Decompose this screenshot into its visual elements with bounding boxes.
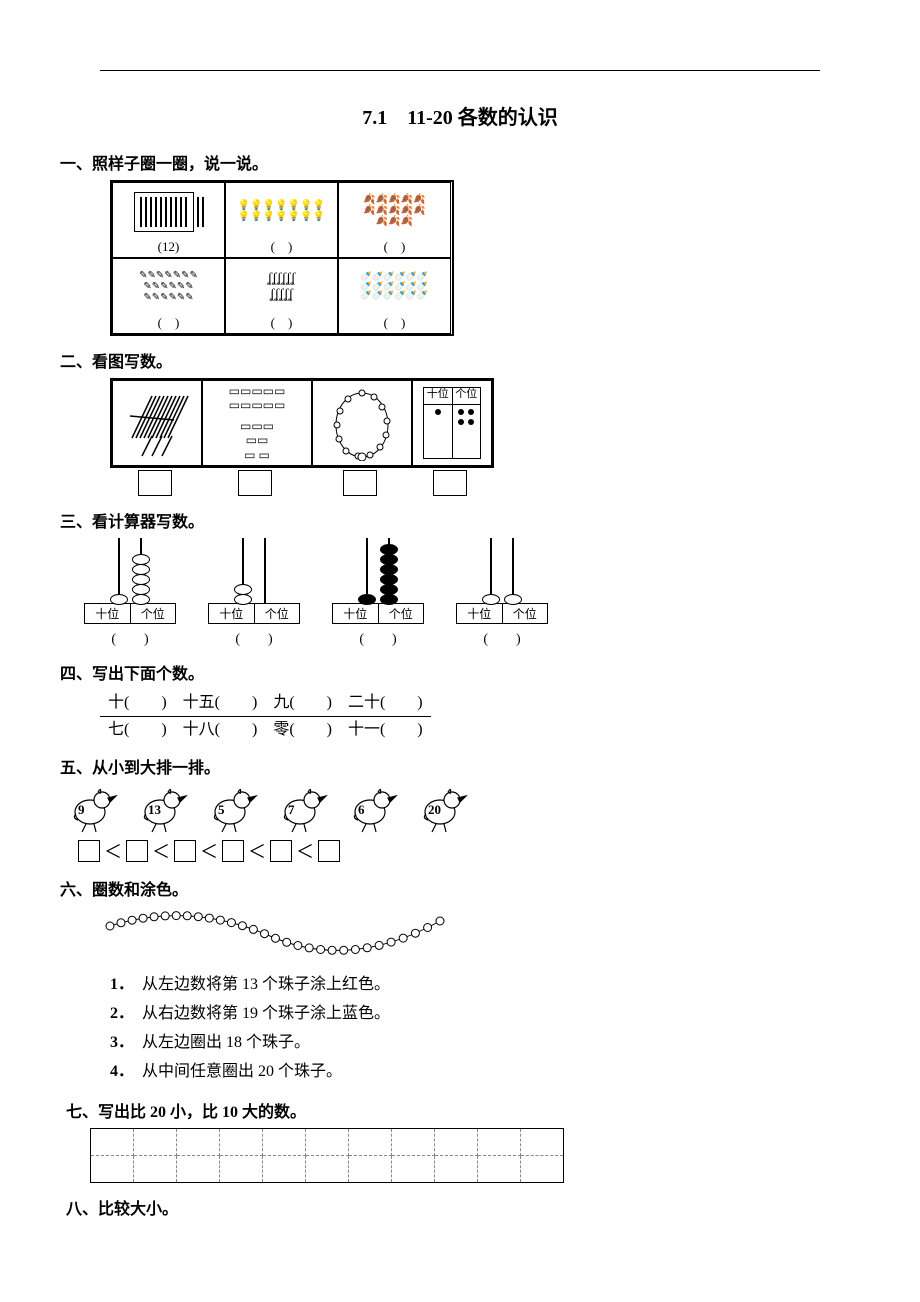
s3-wrap: 十位个位( )十位个位( )十位个位( )十位个位( ) [80, 538, 860, 648]
sort-box-4[interactable] [270, 840, 292, 862]
s1-label-3: ( ) [158, 312, 180, 331]
top-rule [100, 70, 820, 71]
s2-placevalue: 十位 个位 [412, 380, 492, 466]
lt-sign: ＜ [152, 838, 170, 864]
lt-sign: ＜ [296, 838, 314, 864]
s1-label-2: ( ) [384, 236, 406, 255]
sort-box-2[interactable] [174, 840, 196, 862]
lt-sign: ＜ [200, 838, 218, 864]
s8-title: 八、比较大小。 [66, 1195, 860, 1219]
sort-box-5[interactable] [318, 840, 340, 862]
sort-box-1[interactable] [126, 840, 148, 862]
s6-item-3: 4．从中间任意圈出 20 个珠子。 [110, 1058, 860, 1087]
abacus-3: 十位个位( ) [452, 538, 552, 648]
beadstring [100, 906, 860, 961]
lt-sign: ＜ [248, 838, 266, 864]
s2-ans-3[interactable] [433, 470, 467, 496]
s1-cell-0: (12) [112, 182, 225, 258]
s6-list: 1．从左边数将第 13 个珠子涂上红色。2．从右边数将第 19 个珠子涂上蓝色。… [110, 971, 860, 1086]
abacus-ans-2[interactable]: ( ) [359, 628, 396, 648]
page-title: 7.1 11-20 各数的认识 [60, 101, 860, 130]
s1-cell-1: 💡💡💡💡💡💡💡💡💡💡💡💡💡💡 ( ) [225, 182, 338, 258]
beadstring-icon [100, 906, 460, 956]
s1-cell-4: ʆʆʆʆʆʆʆʆʆʆʆ ( ) [225, 258, 338, 334]
chick-0: 9 [68, 784, 118, 834]
s6-item-1: 2．从右边数将第 19 个珠子涂上蓝色。 [110, 1000, 860, 1029]
sticks-icon [122, 388, 192, 458]
pv-ones-col [453, 405, 481, 458]
s7-grid [90, 1128, 860, 1183]
s4-title: 四、写出下面个数。 [60, 660, 860, 684]
chick-2: 5 [208, 784, 258, 834]
chick-1: 13 [138, 784, 188, 834]
sort-box-3[interactable] [222, 840, 244, 862]
abacus-ans-3[interactable]: ( ) [483, 628, 520, 648]
chick-3: 7 [278, 784, 328, 834]
leaves-icon: 🍂🍂🍂🍂🍂🍂🍂🍂🍂🍂🍂🍂🍂 [363, 185, 425, 236]
s6-item-0: 1．从左边数将第 13 个珠子涂上红色。 [110, 971, 860, 1000]
bulbs-icon: 💡💡💡💡💡💡💡💡💡💡💡💡💡💡 [238, 185, 325, 236]
s5-wrap: 9 13 576 20 ＜ ＜ ＜ ＜ ＜ [68, 784, 860, 864]
s2-boxes: ▭▭▭▭▭▭▭▭▭▭ ▭▭▭▭▭▭ ▭ [202, 380, 312, 466]
abacus-0: 十位个位( ) [80, 538, 180, 648]
s1-grid: (12) 💡💡💡💡💡💡💡💡💡💡💡💡💡💡 ( ) 🍂🍂🍂🍂🍂🍂🍂🍂🍂🍂🍂🍂🍂 ( … [110, 180, 454, 336]
s1-cell-3: ✎✎✎✎✎✎✎✎✎✎✎✎✎✎✎✎✎✎✎ ( ) [112, 258, 225, 334]
s2-necklace [312, 380, 412, 466]
pv-tens-col [424, 405, 453, 458]
chick-4: 6 [348, 784, 398, 834]
abacus-ans-1[interactable]: ( ) [235, 628, 272, 648]
boxes2-icon: ▭▭▭▭▭▭ ▭ [240, 419, 274, 462]
boxes-icon: ▭▭▭▭▭▭▭▭▭▭ [229, 384, 286, 413]
lt-sign: ＜ [104, 838, 122, 864]
s2-ans-2[interactable] [343, 470, 377, 496]
s2-ans-0[interactable] [138, 470, 172, 496]
pv-ones-label: 个位 [453, 388, 481, 404]
s6-wrap: 1．从左边数将第 13 个珠子涂上红色。2．从右边数将第 19 个珠子涂上蓝色。… [100, 906, 860, 1086]
necklace-icon [322, 385, 402, 461]
s5-title: 五、从小到大排一排。 [60, 754, 860, 778]
s4-row1: 十( ) 十五( ) 九( ) 二十( ) [100, 690, 431, 717]
s2-wrap: ▭▭▭▭▭▭▭▭▭▭ ▭▭▭▭▭▭ ▭ 十位 个位 [110, 378, 860, 496]
chick-5: 20 [418, 784, 468, 834]
s7-title: 七、写出比 20 小，比 10 大的数。 [66, 1098, 860, 1122]
abacus-ans-0[interactable]: ( ) [111, 628, 148, 648]
s1-label-5: ( ) [384, 312, 406, 331]
sort-box-0[interactable] [78, 840, 100, 862]
chicks-row: 9 13 576 20 [68, 784, 860, 834]
s1-label-1: ( ) [271, 236, 293, 255]
s6-title: 六、圈数和涂色。 [60, 876, 860, 900]
sort-boxes: ＜ ＜ ＜ ＜ ＜ [78, 838, 860, 864]
pencils-icon: ✎✎✎✎✎✎✎✎✎✎✎✎✎✎✎✎✎✎✎ [139, 261, 198, 312]
s2-ans-1[interactable] [238, 470, 272, 496]
s1-cell-5: 🍼🍼🍼🍼🍼🍼🍼🍼🍼🍼🍼🍼🍼🍼🍼🍼🍼🍼 ( ) [338, 258, 451, 334]
s4-wrap: 十( ) 十五( ) 九( ) 二十( ) 七( ) 十八( ) 零( ) 十一… [100, 690, 860, 742]
s3-title: 三、看计算器写数。 [60, 508, 860, 532]
s6-item-2: 3．从左边圈出 18 个珠子。 [110, 1029, 860, 1058]
bottles-icon: 🍼🍼🍼🍼🍼🍼🍼🍼🍼🍼🍼🍼🍼🍼🍼🍼🍼🍼 [361, 261, 428, 312]
hooks-icon: ʆʆʆʆʆʆʆʆʆʆʆ [268, 261, 296, 312]
s2-sticks [112, 380, 202, 466]
abacus-1: 十位个位( ) [204, 538, 304, 648]
s7-table[interactable] [90, 1128, 564, 1183]
s4-row2: 七( ) 十八( ) 零( ) 十一( ) [100, 721, 431, 738]
s1-title: 一、照样子圈一圈，说一说。 [60, 150, 860, 174]
s1-label-4: ( ) [271, 312, 293, 331]
pv-tens-label: 十位 [424, 388, 453, 404]
s1-cell-2: 🍂🍂🍂🍂🍂🍂🍂🍂🍂🍂🍂🍂🍂 ( ) [338, 182, 451, 258]
s1-label-0: (12) [158, 239, 180, 255]
abacus-2: 十位个位( ) [328, 538, 428, 648]
s2-title: 二、看图写数。 [60, 348, 860, 372]
